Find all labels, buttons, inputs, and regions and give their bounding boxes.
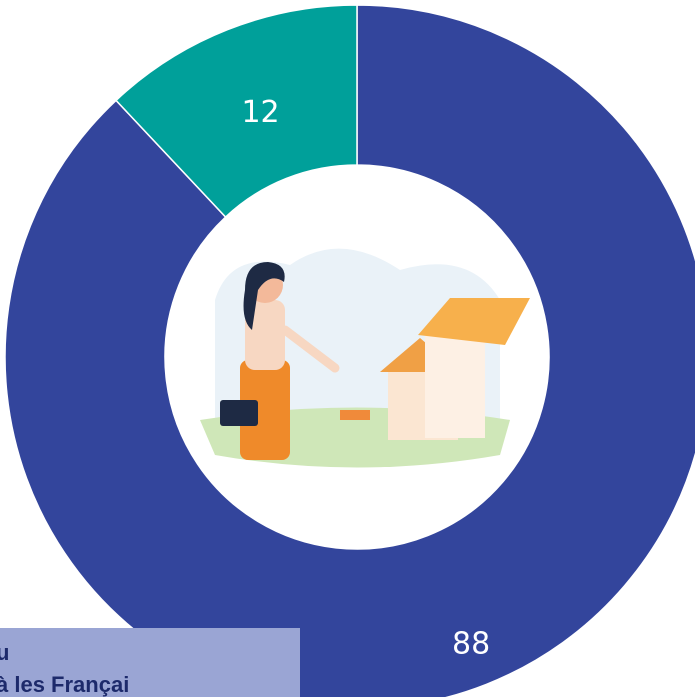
illustration <box>165 165 549 549</box>
skirt <box>240 360 290 460</box>
house-back <box>425 330 485 438</box>
caption-line: u <box>0 640 9 665</box>
caption-box <box>0 628 300 697</box>
blouse <box>245 300 285 370</box>
value-label: 12 <box>241 95 279 130</box>
labels: 88 12 <box>241 95 490 662</box>
hair <box>243 262 285 330</box>
value-label: 88 <box>452 627 490 662</box>
caption-line: à les Françai <box>0 672 129 697</box>
roof-back <box>418 298 530 345</box>
arm <box>280 325 340 373</box>
sale-sign <box>340 410 370 420</box>
bag <box>220 400 258 426</box>
slices <box>4 4 695 697</box>
